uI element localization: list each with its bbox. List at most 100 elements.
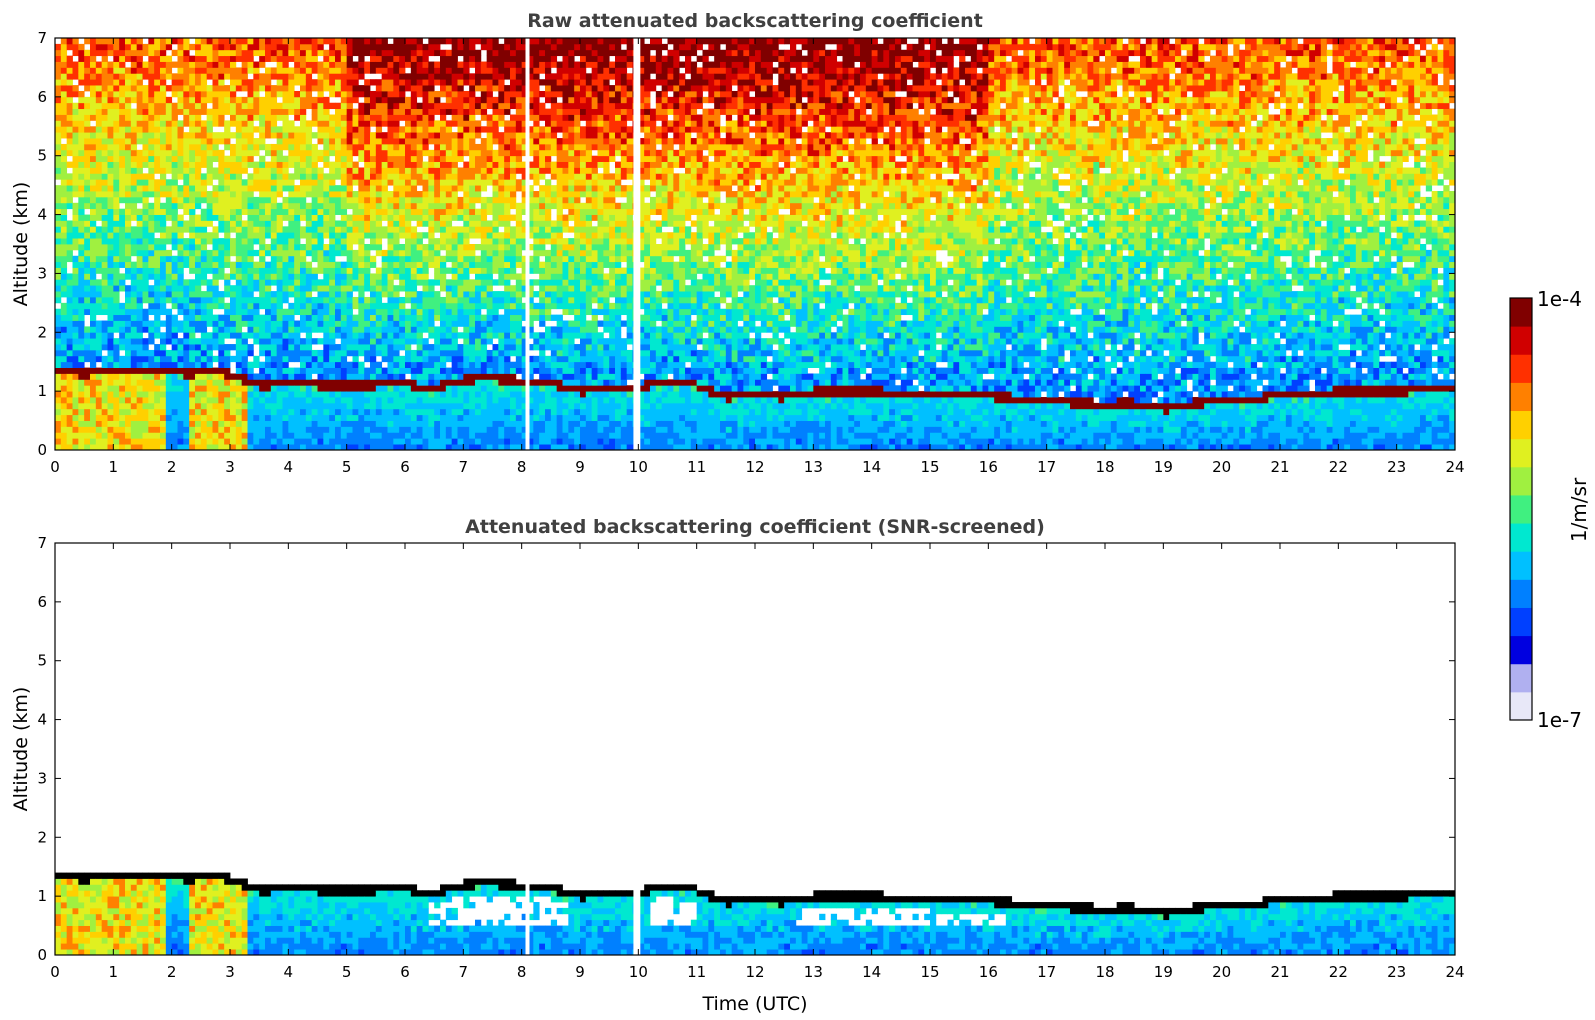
heatmap-cell	[480, 67, 488, 74]
heatmap-cell	[469, 208, 476, 215]
heatmap-cell	[399, 249, 406, 257]
heatmap-cell	[305, 402, 313, 410]
heatmap-cell	[247, 296, 254, 304]
heatmap-cell	[323, 161, 330, 168]
heatmap-cell	[370, 414, 377, 421]
heatmap-cell	[60, 49, 68, 57]
heatmap-cell	[346, 108, 353, 115]
heatmap-cell	[230, 132, 237, 139]
heatmap-cell	[317, 291, 324, 298]
heatmap-cell	[119, 426, 126, 433]
heatmap-cell	[381, 332, 388, 339]
heatmap-cell	[364, 126, 371, 133]
heatmap-cell	[480, 244, 488, 251]
heatmap-cell	[259, 208, 266, 215]
heatmap-cell	[154, 167, 161, 174]
heatmap-cell	[218, 349, 225, 357]
heatmap-cell	[416, 314, 423, 321]
heatmap-cell	[340, 43, 348, 51]
heatmap-cell	[195, 138, 202, 145]
heatmap-cell	[463, 320, 470, 327]
heatmap-cell	[55, 438, 62, 445]
heatmap-cell	[224, 279, 231, 286]
heatmap-cell	[72, 379, 79, 386]
heatmap-cell	[457, 344, 464, 351]
heatmap-cell	[165, 214, 173, 221]
heatmap-cell	[282, 267, 289, 274]
heatmap-cell	[340, 349, 348, 357]
heatmap-cell	[276, 349, 283, 357]
heatmap-cell	[393, 90, 400, 98]
heatmap-cell	[410, 255, 418, 263]
heatmap-cell	[212, 114, 219, 121]
heatmap-cell	[270, 38, 278, 45]
heatmap-cell	[218, 67, 225, 74]
heatmap-cell	[125, 232, 132, 239]
heatmap-cell	[457, 367, 464, 374]
heatmap-cell	[125, 132, 132, 139]
heatmap-cell	[177, 149, 184, 157]
heatmap-cell	[130, 296, 138, 304]
heatmap-cell	[78, 349, 85, 357]
heatmap-cell	[375, 344, 383, 351]
heatmap-cell	[393, 367, 400, 374]
heatmap-cell	[300, 261, 307, 268]
heatmap-cell	[393, 385, 400, 392]
heatmap-cell	[469, 391, 476, 398]
heatmap-cell	[107, 138, 114, 145]
heatmap-cell	[125, 367, 132, 374]
heatmap-cell	[346, 49, 353, 57]
heatmap-cell	[381, 367, 388, 374]
heatmap-cell	[323, 314, 330, 321]
heatmap-cell	[416, 302, 423, 310]
heatmap-cell	[428, 291, 435, 298]
heatmap-cell	[84, 214, 91, 221]
heatmap-cell	[270, 244, 278, 251]
heatmap-cell	[492, 391, 499, 398]
heatmap-cell	[340, 167, 348, 174]
heatmap-cell	[160, 438, 167, 445]
heatmap-cell	[206, 191, 213, 198]
heatmap-cell	[142, 361, 149, 368]
heatmap-cell	[434, 61, 441, 68]
heatmap-cell	[241, 132, 248, 139]
heatmap-cell	[154, 414, 161, 421]
heatmap-cell	[218, 402, 225, 410]
heatmap-cell	[457, 167, 464, 174]
heatmap-cell	[445, 214, 453, 221]
heatmap-cell	[352, 432, 359, 439]
heatmap-cell	[329, 138, 336, 145]
heatmap-cell	[183, 385, 190, 392]
heatmap-cell	[440, 402, 447, 410]
heatmap-cell	[346, 314, 353, 321]
heatmap-cell	[60, 132, 68, 139]
heatmap-cell	[66, 397, 73, 404]
heatmap-cell	[335, 90, 342, 98]
heatmap-cell	[480, 214, 488, 221]
heatmap-cell	[253, 143, 260, 151]
heatmap-cell	[270, 232, 278, 239]
heatmap-cell	[125, 108, 132, 115]
heatmap-cell	[189, 344, 196, 351]
heatmap-cell	[469, 373, 476, 380]
heatmap-cell	[160, 408, 167, 416]
heatmap-cell	[230, 344, 237, 351]
heatmap-cell	[84, 108, 91, 115]
heatmap-cell	[189, 102, 196, 110]
heatmap-cell	[55, 191, 62, 198]
heatmap-cell	[451, 273, 458, 280]
heatmap-cell	[212, 244, 219, 251]
heatmap-cell	[451, 414, 458, 421]
heatmap-cell	[422, 279, 429, 286]
heatmap-cell	[101, 226, 108, 233]
heatmap-cell	[66, 279, 73, 286]
heatmap-cell	[335, 261, 342, 268]
heatmap-cell	[90, 255, 97, 263]
heatmap-cell	[95, 320, 103, 327]
heatmap-cell	[259, 432, 266, 439]
heatmap-cell	[148, 38, 155, 45]
heatmap-cell	[224, 255, 231, 263]
heatmap-cell	[422, 220, 429, 227]
heatmap-cell	[370, 61, 377, 68]
heatmap-cell	[370, 308, 377, 316]
